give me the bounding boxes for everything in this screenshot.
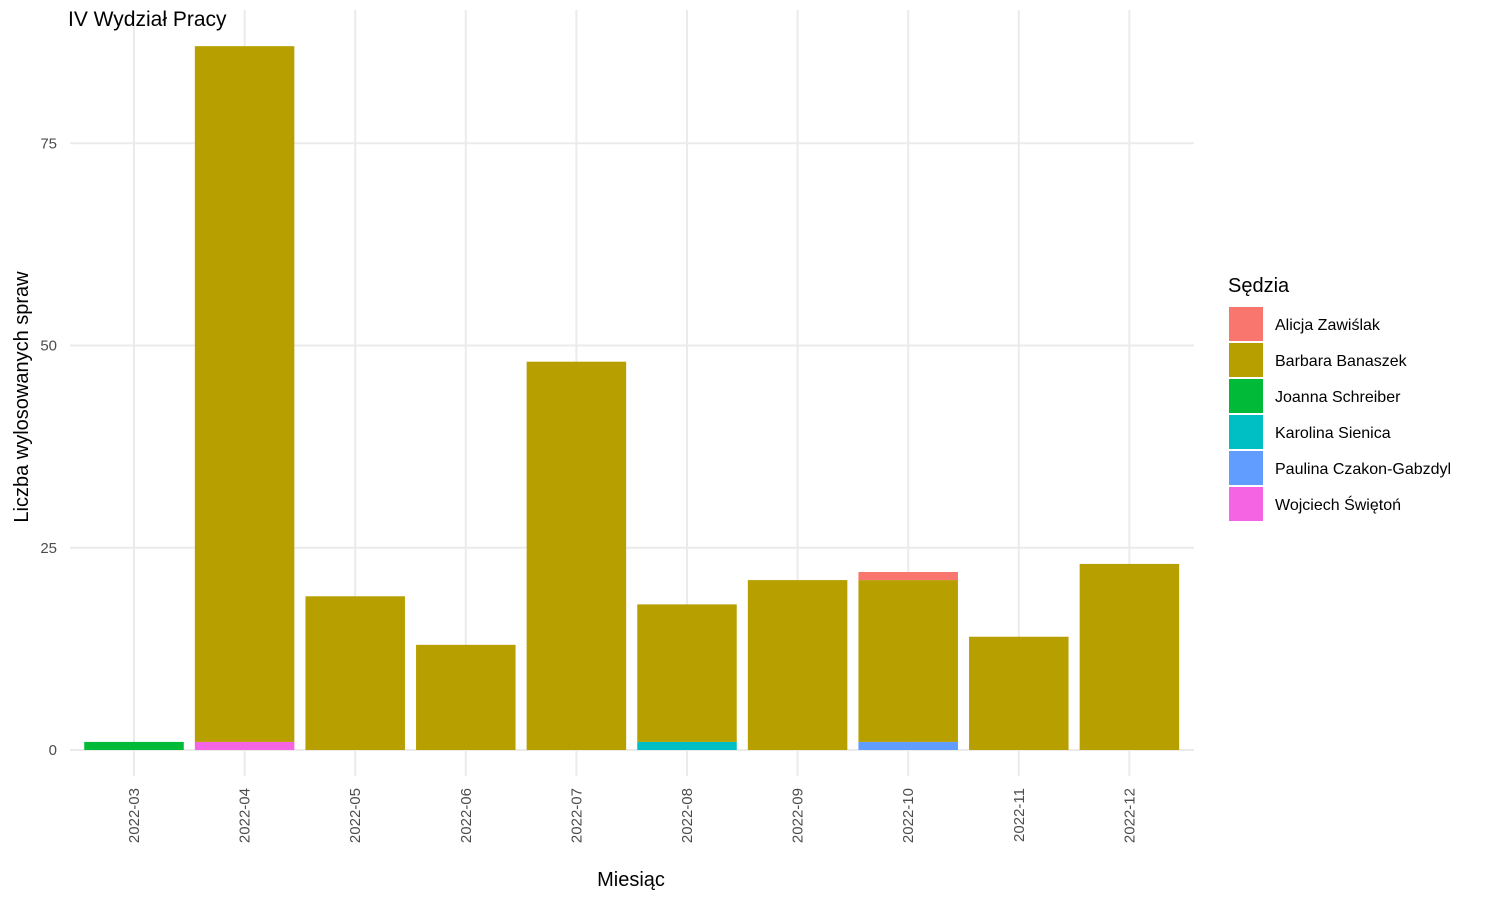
x-tick-label: 2022-10 — [900, 788, 917, 843]
y-axis-ticks: 0 25 50 75 — [40, 135, 57, 759]
x-axis-ticks: 2022-03 2022-04 2022-05 2022-06 2022-07 2022-… — [126, 788, 1138, 843]
legend-title: Sędzia — [1228, 275, 1290, 297]
legend-label: Paulina Czakon-Gabzdyl — [1275, 461, 1451, 478]
legend-label: Barbara Banaszek — [1275, 353, 1408, 370]
bar-segment — [305, 596, 405, 750]
legend-label: Wojciech Świętoń — [1275, 495, 1401, 514]
bar-segment — [969, 636, 1069, 750]
x-tick-label: 2022-04 — [237, 788, 254, 843]
x-axis-title: Miesiąc — [597, 869, 665, 891]
x-tick-label: 2022-12 — [1121, 788, 1138, 843]
legend-swatch — [1229, 451, 1263, 485]
legend-swatch — [1229, 307, 1263, 341]
bar-segment — [747, 580, 848, 750]
y-tick-label: 0 — [49, 742, 57, 759]
bar-segment — [858, 741, 958, 750]
y-tick-label: 25 — [40, 540, 57, 557]
legend-swatch — [1229, 415, 1263, 449]
legend-label: Alicja Zawiślak — [1275, 317, 1381, 334]
legend-swatch — [1229, 487, 1263, 521]
x-tick-label: 2022-05 — [347, 788, 364, 843]
x-tick-label: 2022-11 — [1011, 788, 1028, 842]
bar-segment — [194, 741, 295, 750]
y-tick-label: 50 — [40, 338, 57, 355]
bar-segment — [637, 741, 737, 750]
bar-segment — [526, 361, 627, 750]
x-tick-label: 2022-03 — [126, 788, 143, 843]
legend-swatch — [1229, 343, 1263, 377]
x-tick-label: 2022-07 — [568, 788, 585, 843]
y-axis-title: Liczba wylosowanych spraw — [11, 271, 33, 523]
bar-segment — [1079, 563, 1180, 750]
x-tick-label: 2022-08 — [679, 788, 696, 843]
bar-segment — [194, 46, 295, 742]
bar-segment — [858, 572, 958, 581]
bar-segment — [637, 604, 737, 742]
bars — [84, 46, 1180, 750]
x-tick-label: 2022-06 — [458, 788, 475, 843]
legend-swatch — [1229, 379, 1263, 413]
x-tick-label: 2022-09 — [790, 788, 807, 843]
chart-title: IV Wydział Pracy — [68, 8, 227, 31]
legend-items: Alicja Zawiślak Barbara Banaszek Joanna Sc… — [1229, 307, 1451, 521]
legend: Sędzia Alicja Zawiślak Barbara Banaszek Jo… — [1228, 275, 1451, 521]
bar-segment — [416, 644, 516, 750]
legend-label: Joanna Schreiber — [1275, 389, 1401, 406]
legend-label: Karolina Sienica — [1275, 425, 1391, 442]
bar-segment — [858, 580, 958, 742]
y-tick-label: 75 — [40, 135, 57, 152]
bar-segment — [84, 741, 184, 750]
